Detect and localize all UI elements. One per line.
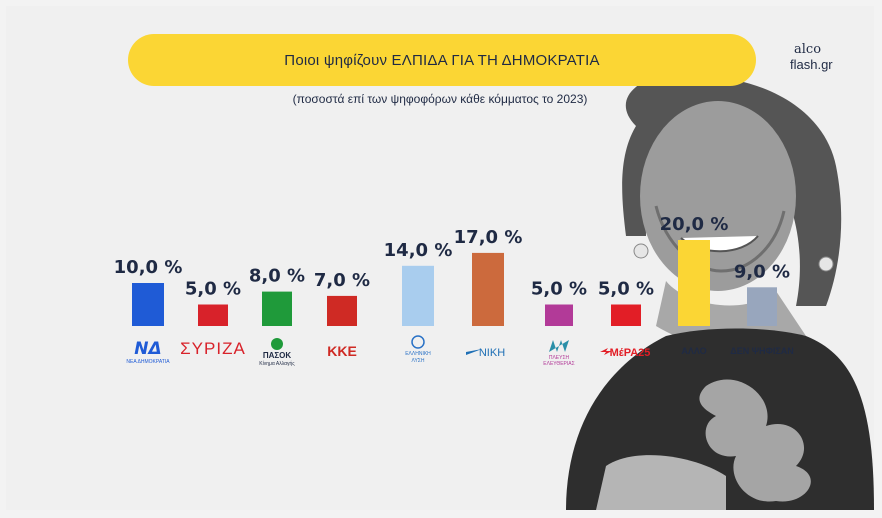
category-logo-6: ΠΛΕΥΣΗ (549, 355, 570, 361)
bar-2 (262, 291, 292, 326)
infographic: Ποιοι ψηφίζουν ΕΛΠΙΔΑ ΓΙΑ ΤΗ ΔΗΜΟΚΡΑΤΙΑ … (6, 6, 874, 510)
data-label-6: 5,0 % (531, 279, 587, 300)
data-label-8: 20,0 % (660, 214, 729, 235)
category-logo-5: ΝΙΚΗ (479, 347, 505, 359)
chart-subtitle: (ποσοστά επί των ψηφοφόρων κάθε κόμματος… (292, 92, 588, 106)
brand-line-1: alco (794, 42, 822, 57)
pasok-sun-icon (271, 338, 283, 350)
bar-3 (327, 295, 357, 326)
bar-4 (402, 265, 434, 326)
bar-6 (545, 304, 573, 326)
data-label-3: 7,0 % (314, 270, 370, 291)
chart-title: Ποιοι ψηφίζουν ΕΛΠΙΔΑ ΓΙΑ ΤΗ ΔΗΜΟΚΡΑΤΙΑ (284, 51, 600, 69)
data-label-9: 9,0 % (734, 261, 790, 282)
bar-8 (678, 240, 710, 326)
bar-5 (472, 252, 504, 326)
category-logo-2: ΠΑΣΟΚ (263, 351, 292, 360)
category-logo-4: ΕΛΛΗΝΙΚΗ (405, 351, 431, 357)
data-label-4: 14,0 % (384, 240, 453, 261)
category-label-9: ΔΕΝ ΨΗΦΙΣΑΝ (730, 346, 794, 356)
category-logo-1: ΣΥΡΙΖΑ (180, 339, 246, 358)
category-sublabel-2: Κίνημα Αλλαγής (259, 360, 295, 367)
category-logo-0: ΝΔ (134, 339, 161, 359)
category-logo-7: ΜέΡΑ25 (610, 347, 651, 359)
data-label-5: 17,0 % (454, 227, 523, 248)
category-label-8: ΑΛΛΟ (681, 346, 706, 356)
bar-7 (611, 304, 641, 326)
bar-1 (198, 304, 228, 326)
bar-9 (747, 287, 777, 326)
data-label-7: 5,0 % (598, 279, 654, 300)
brand-line-2: flash.gr (790, 57, 833, 72)
plefsi-sail-icon (549, 340, 569, 352)
category-sublabel-4: ΛΥΣΗ (411, 358, 424, 364)
brand-logo: alco flash.gr (790, 42, 833, 72)
data-label-2: 8,0 % (249, 266, 305, 287)
niki-wing-icon (466, 349, 482, 355)
data-label-1: 5,0 % (185, 279, 241, 300)
category-sublabel-6: ΕΛΕΥΘΕΡΙΑΣ (543, 361, 574, 367)
data-label-0: 10,0 % (114, 257, 183, 278)
category-sublabel-0: ΝΕΑ ΔΗΜΟΚΡΑΤΙΑ (126, 359, 170, 365)
elliniki-lysi-emblem-icon (411, 335, 425, 349)
mera25-arrow-icon (600, 348, 612, 355)
category-logo-3: ΚΚΕ (327, 343, 357, 359)
title-banner: Ποιοι ψηφίζουν ΕΛΠΙΔΑ ΓΙΑ ΤΗ ΔΗΜΟΚΡΑΤΙΑ (128, 34, 756, 86)
bar-0 (132, 283, 164, 326)
